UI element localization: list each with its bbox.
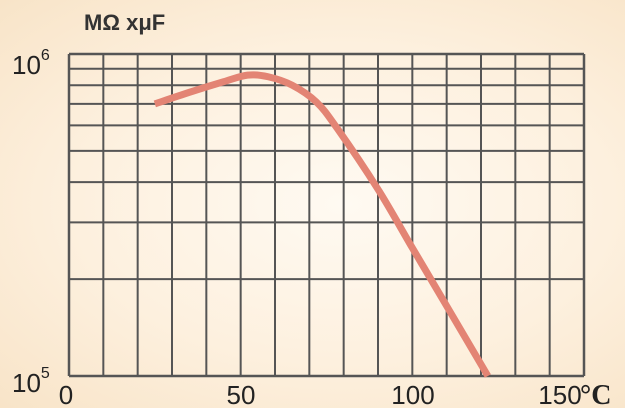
x-axis-unit-label: °C <box>580 380 611 408</box>
x-tick-label-150: 150 <box>538 380 581 408</box>
x-tick-label-50: 50 <box>227 380 256 408</box>
series-line-0 <box>153 71 491 378</box>
series-group <box>153 71 491 378</box>
x-tick-label-0: 0 <box>59 380 73 408</box>
plot-grid <box>67 52 586 378</box>
y-tick-label-top: 106 <box>12 47 50 80</box>
y-tick-label-bottom: 105 <box>12 365 50 398</box>
y-axis-unit-label: MΩ xμF <box>84 10 165 35</box>
x-tick-label-100: 100 <box>391 380 434 408</box>
